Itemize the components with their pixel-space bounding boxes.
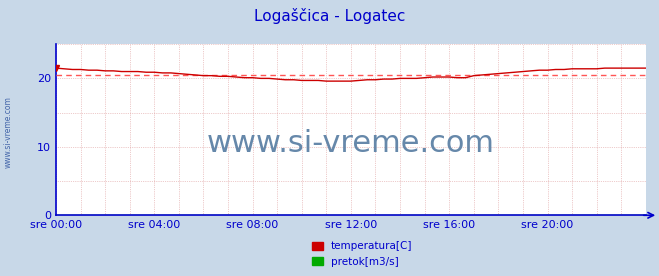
Text: www.si-vreme.com: www.si-vreme.com: [4, 97, 13, 168]
Text: Logaščica - Logatec: Logaščica - Logatec: [254, 8, 405, 24]
Legend: temperatura[C], pretok[m3/s]: temperatura[C], pretok[m3/s]: [308, 237, 416, 271]
Text: www.si-vreme.com: www.si-vreme.com: [207, 129, 495, 158]
